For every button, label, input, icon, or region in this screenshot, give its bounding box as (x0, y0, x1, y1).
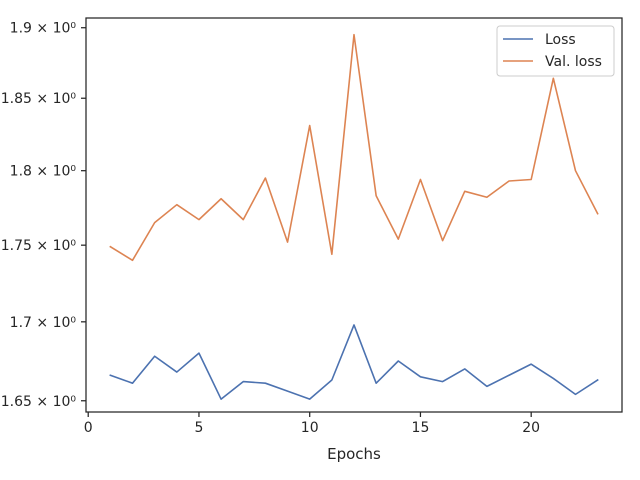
axes-frame (85, 17, 623, 413)
plot-layer (109, 33, 599, 400)
legend-label-2: Val. loss (545, 54, 602, 70)
y-tick-label: 1.65 × 10⁰ (1, 394, 77, 410)
y-tick-label: 1.8 × 10⁰ (10, 164, 77, 180)
x-axis-label: Epochs (327, 445, 381, 463)
x-tick-label: 10 (301, 420, 319, 436)
x-tick-label: 0 (84, 420, 93, 436)
x-tick-label: 5 (194, 420, 203, 436)
y-tick-label: 1.85 × 10⁰ (1, 91, 77, 107)
y-tick-label: 1.7 × 10⁰ (10, 315, 77, 331)
y-tick-label: 1.75 × 10⁰ (1, 238, 77, 254)
axes-layer: 0 5 10 15 20 1.65 × 10⁰ 1.7 × 10⁰ 1.75 × 10⁰ 1.8… (1, 17, 623, 436)
x-tick-label: 15 (412, 420, 430, 436)
series-line-1 (109, 324, 599, 400)
y-tick-label: 1.9 × 10⁰ (10, 21, 77, 37)
x-tick-label: 20 (522, 420, 540, 436)
legend: Loss Val. loss (496, 25, 615, 77)
series-line-2 (109, 33, 599, 262)
legend-label-1: Loss (545, 32, 576, 48)
